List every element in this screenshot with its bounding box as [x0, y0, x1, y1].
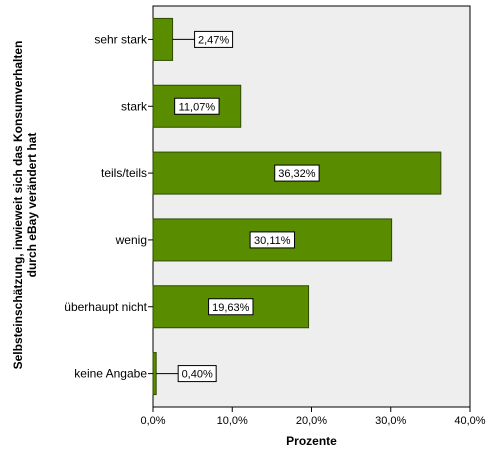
data-label: 30,11% — [254, 235, 291, 247]
data-label: 19,63% — [212, 302, 250, 314]
x-axis-title: Prozente — [286, 434, 337, 448]
data-label-box — [274, 164, 320, 182]
x-tick-label: 40,0% — [454, 415, 485, 427]
data-label-box — [249, 231, 296, 249]
category-label: teils/teils — [101, 166, 147, 180]
data-label-box — [177, 365, 217, 383]
bar — [152, 17, 174, 61]
data-label: 0,40% — [182, 369, 213, 381]
data-label: 11,07% — [179, 101, 216, 113]
x-tick-label: 30,0% — [375, 415, 406, 427]
data-label-box — [208, 298, 254, 316]
plot-area — [152, 5, 471, 408]
data-label-box — [194, 30, 234, 48]
data-label-box — [174, 97, 220, 115]
bar — [152, 352, 157, 396]
x-tick-label: 20,0% — [296, 415, 327, 427]
category-label: überhaupt nicht — [64, 300, 147, 314]
x-tick-label: 10,0% — [217, 415, 248, 427]
data-label: 36,32% — [278, 168, 316, 180]
category-label: sehr stark — [94, 32, 148, 46]
category-label: keine Angabe — [74, 367, 147, 381]
category-label: wenig — [115, 233, 147, 247]
x-tick-label: 0,0% — [140, 415, 165, 427]
category-label: stark — [121, 99, 148, 113]
data-label: 2,47% — [198, 34, 229, 46]
